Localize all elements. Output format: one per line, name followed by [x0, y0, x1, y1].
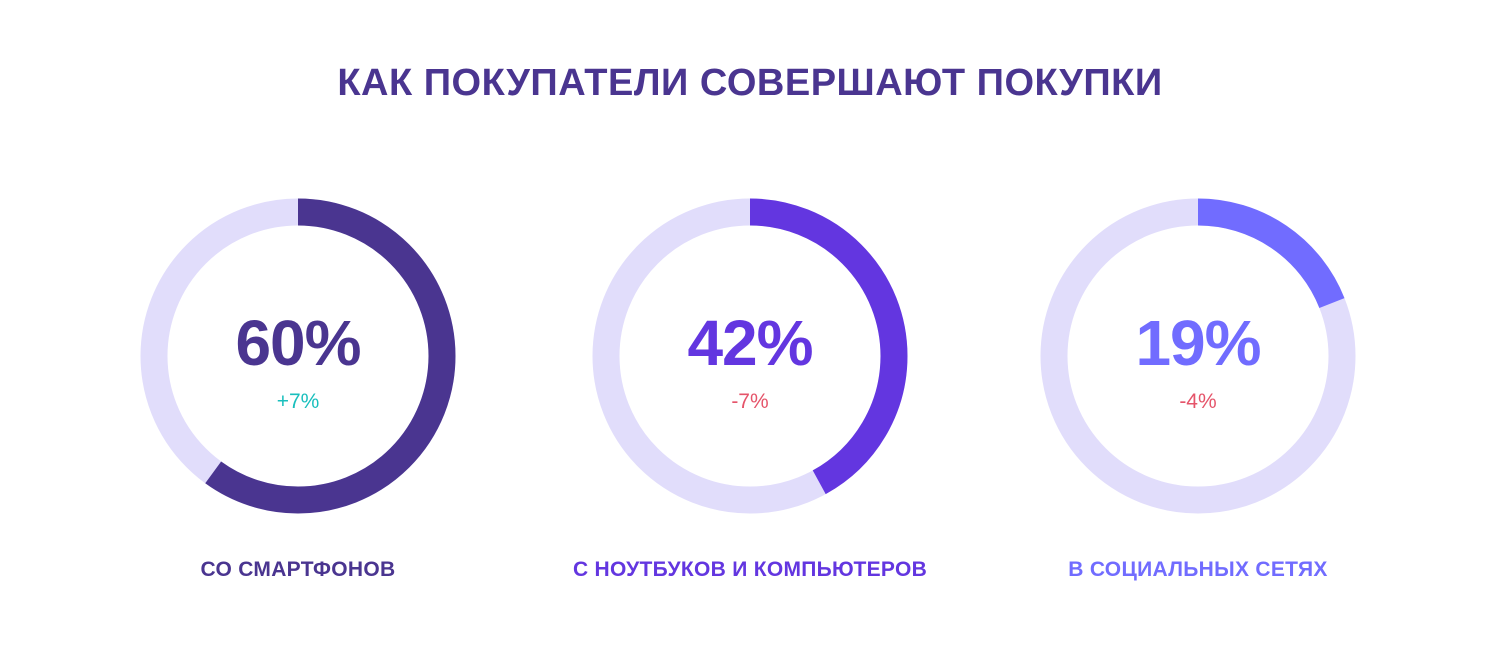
donut-chart-laptops — [592, 198, 908, 514]
percent-value: 42% — [687, 307, 813, 379]
caption-social: В СОЦИАЛЬНЫХ СЕТЯХ — [1068, 558, 1328, 581]
donut-arc-laptops — [592, 198, 908, 514]
percent-value: 60% — [235, 307, 361, 379]
donut-social: 19% -4% — [1040, 198, 1356, 514]
donut-arc-social — [1040, 198, 1356, 514]
donut-laptops: 42% -7% — [592, 198, 908, 514]
change-value: +7% — [276, 390, 320, 413]
donut-chart-smartphones — [140, 198, 456, 514]
change-value: -4% — [1179, 390, 1217, 413]
donut-smartphones: 60% +7% — [140, 198, 456, 514]
percent-value: 19% — [1135, 307, 1261, 379]
change-value: -7% — [731, 390, 769, 413]
donut-chart-social — [1040, 198, 1356, 514]
caption-laptops: С НОУТБУКОВ И КОМПЬЮТЕРОВ — [572, 558, 928, 581]
caption-smartphones: СО СМАРТФОНОВ — [200, 558, 396, 581]
chart-title: КАК ПОКУПАТЕЛИ СОВЕРШАЮТ ПОКУПКИ — [337, 62, 1163, 104]
donut-arc-smartphones — [140, 198, 456, 514]
